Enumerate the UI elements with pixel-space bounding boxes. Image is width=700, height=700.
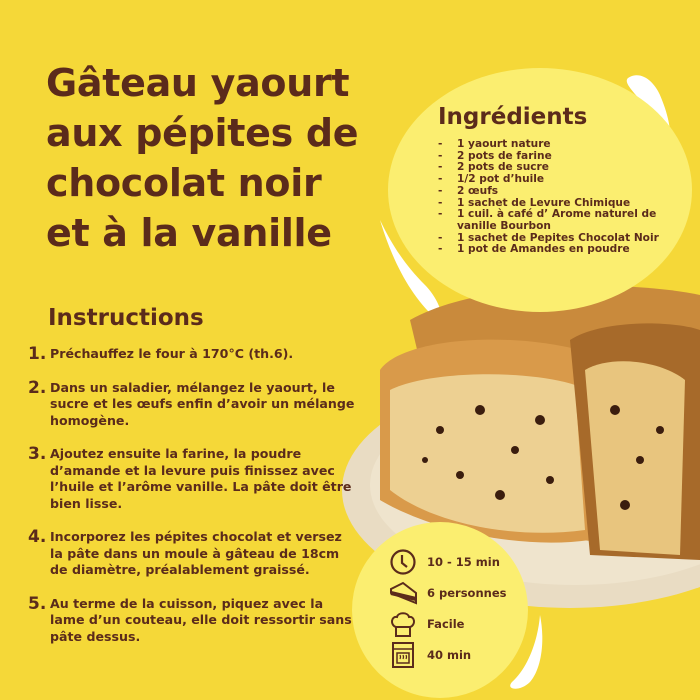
recipe-title: Gâteau yaourt aux pépites de chocolat no… bbox=[46, 58, 386, 258]
instruction-step: 5. Au terme de la cuisson, piquez avec la… bbox=[28, 593, 358, 646]
ingredient-text: 2 œufs bbox=[457, 184, 499, 197]
step-number: 5. bbox=[28, 593, 47, 614]
info-text: 10 - 15 min bbox=[427, 554, 500, 569]
cake-image bbox=[342, 285, 700, 608]
info-difficulty: Facile bbox=[389, 608, 506, 639]
bullet-dash: - bbox=[438, 231, 443, 244]
ingredient-item: - 2 pots de farine bbox=[438, 149, 688, 163]
step-number: 4. bbox=[28, 527, 47, 547]
step-text: Dans un saladier, mélangez le yaourt, le… bbox=[50, 379, 355, 428]
ingredient-item: - 2 œufs bbox=[438, 184, 688, 198]
step-text: Au terme de la cuisson, piquez avec la l… bbox=[50, 595, 352, 644]
bullet-dash: - bbox=[438, 243, 443, 256]
white-drip-bottom bbox=[510, 615, 543, 689]
step-text: Incorporez les pépites chocolat et verse… bbox=[50, 529, 342, 577]
ingredients-list: - 1 yaourt nature - 2 pots de farine - 2 pots… bbox=[438, 138, 688, 256]
info-servings: 6 personnes bbox=[389, 577, 506, 608]
info-text: 6 personnes bbox=[427, 585, 507, 600]
title-line: Gâteau yaourt bbox=[46, 61, 350, 105]
bullet-dash: - bbox=[438, 196, 443, 209]
step-number: 2. bbox=[28, 377, 47, 398]
instruction-step: 4. Incorporez les pépites chocolat et ver… bbox=[28, 529, 358, 579]
info-bubble bbox=[352, 522, 528, 698]
ingredient-text: 1/2 pot d’huile bbox=[457, 173, 545, 186]
step-number: 3. bbox=[28, 444, 47, 464]
info-cook-time: 40 min bbox=[389, 639, 506, 670]
clock-icon bbox=[389, 548, 427, 576]
cake-slice-icon bbox=[389, 579, 427, 607]
ingredient-item: - 1/2 pot d’huile bbox=[438, 173, 688, 186]
recipe-info-list: 10 - 15 min 6 personnes Facile 40 min bbox=[389, 546, 506, 670]
title-line: aux pépites de bbox=[46, 111, 359, 155]
step-text: Ajoutez ensuite la farine, la poudre d’a… bbox=[50, 446, 352, 511]
bullet-dash: - bbox=[438, 161, 443, 174]
chef-hat-icon bbox=[389, 610, 427, 638]
info-text: Facile bbox=[427, 616, 465, 631]
bullet-dash: - bbox=[438, 173, 443, 186]
title-line: et à la vanille bbox=[46, 211, 332, 255]
ingredient-item: - 1 pot de Amandes en poudre bbox=[438, 244, 688, 256]
ingredients-bubble bbox=[388, 68, 692, 312]
ingredient-item: - 1 sachet de Pepites Chocolat Noir bbox=[438, 231, 688, 245]
bullet-dash: - bbox=[438, 208, 443, 221]
instruction-step: 2. Dans un saladier, mélangez le yaourt, … bbox=[28, 377, 358, 430]
bullet-dash: - bbox=[438, 184, 443, 197]
step-text: Préchauffez le four à 170°C (th.6). bbox=[50, 346, 294, 361]
ingredient-text: 1 pot de Amandes en poudre bbox=[457, 243, 630, 256]
step-number: 1. bbox=[28, 344, 47, 364]
ingredient-text: 2 pots de farine bbox=[457, 149, 552, 162]
ingredient-text: 1 yaourt nature bbox=[457, 138, 551, 150]
instructions-list: 1. Préchauffez le four à 170°C (th.6). 2.… bbox=[28, 346, 358, 662]
ingredients-heading: Ingrédients bbox=[438, 104, 588, 130]
instructions-heading: Instructions bbox=[48, 305, 204, 331]
instruction-step: 3. Ajoutez ensuite la farine, la poudre d… bbox=[28, 446, 358, 512]
bullet-dash: - bbox=[438, 149, 443, 162]
ingredient-item: - 1 yaourt nature bbox=[438, 138, 688, 151]
white-drip-left bbox=[380, 220, 442, 320]
instruction-step: 1. Préchauffez le four à 170°C (th.6). bbox=[28, 346, 358, 363]
info-text: 40 min bbox=[427, 647, 472, 662]
oven-icon bbox=[389, 641, 427, 669]
ingredient-item: - 1 sachet de Levure Chimique bbox=[438, 196, 688, 210]
info-prep-time: 10 - 15 min bbox=[389, 546, 506, 577]
ingredient-text: 1 cuil. à café d’ Arome naturel de vanil… bbox=[457, 208, 657, 232]
ingredient-item: - 2 pots de sucre bbox=[438, 162, 688, 174]
ingredient-item: - 1 cuil. à café d’ Arome naturel de vani… bbox=[438, 208, 688, 232]
ingredient-text: 1 sachet de Pepites Chocolat Noir bbox=[457, 231, 659, 244]
bullet-dash: - bbox=[438, 138, 443, 150]
title-line: chocolat noir bbox=[46, 161, 322, 205]
ingredient-text: 1 sachet de Levure Chimique bbox=[457, 196, 631, 209]
ingredient-text: 2 pots de sucre bbox=[457, 161, 549, 174]
